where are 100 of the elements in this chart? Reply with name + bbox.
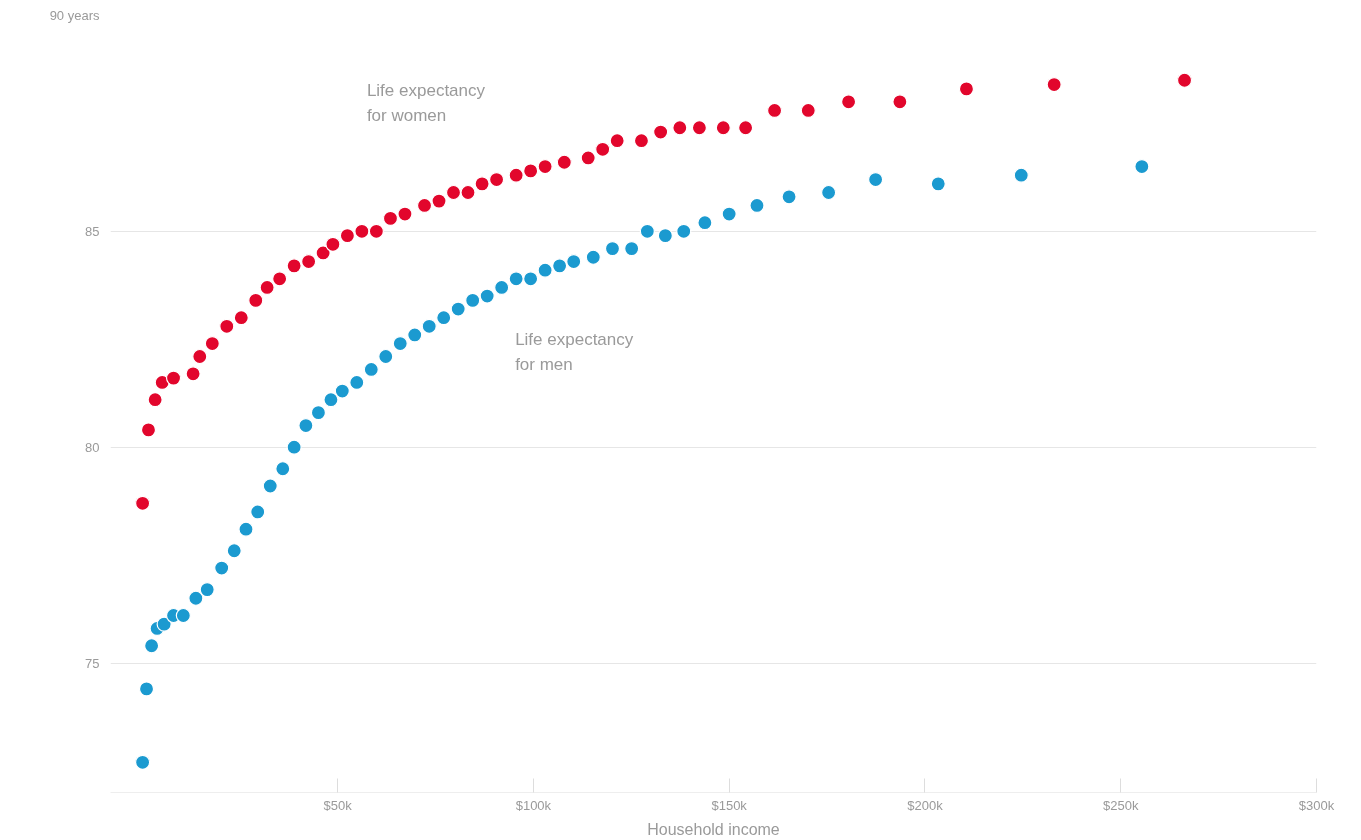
point (363, 361, 379, 378)
point (537, 159, 553, 175)
point (199, 582, 215, 598)
point (653, 124, 669, 140)
point (604, 241, 621, 257)
point (508, 271, 524, 287)
x-tick-label: $150k (711, 797, 748, 813)
point (676, 223, 692, 239)
y-tick-label: 80 (85, 439, 100, 455)
point (135, 754, 151, 770)
point (378, 348, 394, 365)
point (556, 154, 572, 170)
point (766, 102, 783, 119)
point (416, 197, 433, 214)
point (749, 197, 765, 214)
point (421, 318, 437, 334)
point (298, 418, 314, 434)
point (262, 478, 278, 494)
y-tick-label: 90 years (49, 8, 100, 23)
point (494, 279, 510, 296)
point (250, 504, 266, 520)
point (585, 249, 601, 265)
point (431, 193, 447, 209)
point (721, 206, 737, 222)
point (407, 327, 423, 343)
point (334, 383, 350, 399)
point (624, 241, 640, 257)
point (738, 120, 754, 136)
x-axis-title: Household income (647, 820, 780, 838)
point (800, 102, 816, 119)
point (286, 439, 302, 455)
point (672, 120, 688, 136)
x-tick-label: $50k (323, 797, 353, 813)
point (691, 120, 707, 136)
point (349, 374, 365, 390)
point (325, 236, 341, 252)
point (465, 292, 481, 308)
point (204, 335, 220, 352)
point (537, 262, 553, 278)
point (310, 405, 327, 421)
point (315, 245, 331, 261)
point (226, 543, 242, 559)
point (165, 370, 182, 386)
point (821, 184, 837, 201)
point (460, 184, 476, 201)
point (697, 215, 713, 231)
point (301, 253, 317, 270)
x-tick-label: $100k (515, 797, 552, 813)
x-tick-label: $300k (1298, 797, 1335, 813)
point (958, 81, 975, 97)
point (1013, 167, 1029, 183)
y-tick-label: 75 (85, 655, 100, 671)
point (185, 366, 201, 382)
point (392, 335, 408, 352)
point (259, 279, 275, 296)
point (930, 176, 946, 192)
point (156, 616, 172, 632)
point (566, 253, 582, 270)
point (633, 133, 650, 149)
point (248, 292, 264, 308)
point (238, 521, 254, 537)
point (639, 223, 655, 239)
point (523, 271, 539, 287)
point (147, 392, 163, 408)
point (445, 184, 462, 201)
x-tick-label: $200k (907, 797, 944, 813)
point (214, 560, 230, 576)
point (339, 228, 355, 244)
x-tick-label: $250k (1103, 797, 1139, 813)
point (233, 310, 249, 326)
point (523, 163, 539, 179)
text: Life expectancy for men (515, 330, 634, 374)
point (275, 461, 291, 477)
point (552, 258, 568, 274)
point (1134, 159, 1150, 175)
point (1046, 76, 1062, 93)
point (450, 301, 466, 317)
point (382, 210, 399, 226)
point (657, 228, 673, 244)
point (175, 607, 191, 624)
point (138, 681, 155, 697)
point (368, 223, 384, 239)
point (272, 271, 288, 287)
point (595, 141, 611, 157)
point (781, 189, 797, 205)
point (192, 348, 208, 365)
point (397, 206, 413, 222)
point (715, 120, 731, 136)
point (892, 94, 908, 110)
point (508, 167, 524, 183)
text: Life expectancy for women (366, 81, 486, 126)
point (140, 422, 157, 438)
point (488, 171, 505, 188)
point (580, 150, 596, 166)
point (144, 638, 160, 654)
point (323, 392, 339, 408)
y-tick-label: 85 (85, 223, 100, 239)
point (436, 310, 452, 326)
point (135, 495, 151, 511)
point (840, 94, 857, 110)
